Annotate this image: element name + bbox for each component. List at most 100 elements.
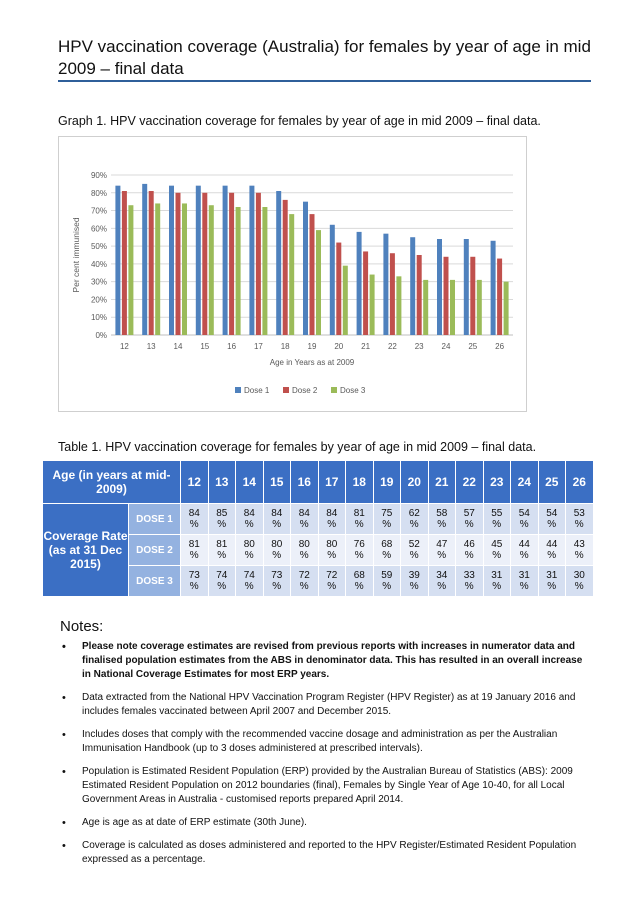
y-tick-label: 10%: [91, 313, 107, 322]
x-tick-label: 17: [254, 342, 263, 351]
y-tick-label: 30%: [91, 278, 107, 287]
table-cell: 44%: [510, 534, 539, 566]
bar-dose-3: [450, 279, 455, 335]
coverage-rate-label: Coverage Rate (as at 31 Dec 2015): [42, 503, 129, 597]
bar-dose-3: [262, 207, 268, 335]
x-tick-label: 15: [200, 342, 209, 351]
y-tick-label: 0%: [95, 331, 107, 340]
legend-swatch: [331, 387, 337, 393]
table-cell: 31%: [510, 565, 539, 597]
table-cell: 59%: [372, 565, 401, 597]
note-item: Age is age as at date of ERP estimate (3…: [60, 816, 590, 830]
table-cell: 44%: [537, 534, 566, 566]
bar-dose-2: [175, 192, 181, 335]
table-cell: 80%: [290, 534, 319, 566]
table-cell: 47%: [427, 534, 456, 566]
bar-dose-1: [169, 185, 174, 335]
table-cell: 68%: [372, 534, 401, 566]
bar-dose-3: [208, 205, 214, 335]
bar-dose-2: [202, 192, 208, 335]
table-cell: 73%: [262, 565, 291, 597]
year-header: 17: [317, 460, 346, 504]
table-cell: 75%: [372, 503, 401, 535]
y-tick-label: 40%: [91, 260, 107, 269]
year-header: 12: [180, 460, 209, 504]
graph-caption: Graph 1. HPV vaccination coverage for fe…: [58, 114, 541, 128]
y-axis-title: Per cent immunised: [71, 217, 81, 292]
coverage-bar-chart: 0% 10% 20% 30% 40% 50% 60% 70% 80% 90% 12 13 14 15 16 1…: [71, 171, 513, 395]
note-item: Includes doses that comply with the reco…: [60, 728, 590, 756]
table-cell: 31%: [537, 565, 566, 597]
table-cell: 39%: [400, 565, 429, 597]
x-tick-label: 12: [120, 342, 129, 351]
year-header: 18: [345, 460, 374, 504]
bar-dose-1: [115, 185, 121, 335]
table-cell: 45%: [482, 534, 511, 566]
x-tick-label: 25: [468, 342, 477, 351]
table-cell: 85%: [207, 503, 236, 535]
page-title: HPV vaccination coverage (Australia) for…: [58, 37, 591, 78]
table-cell: 81%: [207, 534, 236, 566]
age-column-header: Age (in years at mid-2009): [42, 460, 181, 504]
bar-dose-3: [369, 274, 375, 335]
bar-dose-1: [490, 240, 496, 335]
row-label-dose-1: DOSE 1: [128, 503, 181, 535]
bar-dose-3: [128, 205, 134, 335]
row-label-dose-2: DOSE 2: [128, 534, 181, 566]
bar-dose-3: [342, 265, 348, 335]
legend-label: Dose 2: [292, 386, 318, 395]
table-cell: 57%: [455, 503, 484, 535]
bar-dose-1: [463, 239, 469, 335]
bar-dose-1: [383, 233, 389, 335]
x-tick-label: 16: [227, 342, 236, 351]
note-item: Please note coverage estimates are revis…: [60, 640, 590, 682]
bar-dose-1: [249, 185, 255, 335]
table-cell: 58%: [427, 503, 456, 535]
year-header: 26: [565, 460, 594, 504]
table-cell: 84%: [317, 503, 346, 535]
table-cell: 80%: [235, 534, 264, 566]
table-cell: 76%: [345, 534, 374, 566]
bar-dose-2: [363, 251, 369, 335]
x-tick-label: 19: [308, 342, 317, 351]
table-cell: 30%: [565, 565, 594, 597]
table-cell: 34%: [427, 565, 456, 597]
year-header: 13: [207, 460, 236, 504]
table-cell: 84%: [290, 503, 319, 535]
x-tick-label: 14: [174, 342, 183, 351]
year-header: 14: [235, 460, 264, 504]
bar-dose-3: [182, 203, 187, 335]
bar-dose-1: [276, 191, 282, 335]
table-cell: 53%: [565, 503, 594, 535]
bar-dose-3: [476, 279, 482, 335]
bar-dose-1: [410, 237, 416, 335]
x-tick-label: 22: [388, 342, 397, 351]
year-header: 19: [372, 460, 401, 504]
table-caption: Table 1. HPV vaccination coverage for fe…: [58, 440, 537, 454]
x-tick-label: 26: [495, 342, 504, 351]
table-row-dose-2: DOSE 2 81% 81% 80% 80% 80% 80% 76% 68% 5…: [43, 534, 594, 566]
bar-dose-1: [329, 224, 335, 335]
year-header: 21: [427, 460, 456, 504]
table-cell: 54%: [537, 503, 566, 535]
x-tick-label: 18: [281, 342, 290, 351]
y-tick-label: 90%: [91, 171, 107, 180]
note-item: Population is Estimated Resident Populat…: [60, 765, 590, 807]
table-cell: 55%: [482, 503, 511, 535]
bar-dose-3: [289, 214, 295, 335]
bar-dose-2: [282, 199, 288, 335]
legend-swatch: [235, 387, 241, 393]
bar-dose-2: [443, 256, 449, 335]
table-cell: 74%: [235, 565, 264, 597]
table-cell: 43%: [565, 534, 594, 566]
bar-dose-2: [309, 214, 315, 335]
x-tick-label: 20: [334, 342, 343, 351]
table-cell: 72%: [290, 565, 319, 597]
table-cell: 81%: [345, 503, 374, 535]
x-tick-label: 21: [361, 342, 370, 351]
table-row-dose-3: DOSE 3 73% 74% 74% 73% 72% 72% 68% 59% 3…: [43, 565, 594, 597]
bar-dose-1: [195, 185, 201, 335]
table-cell: 74%: [207, 565, 236, 597]
bar-dose-2: [336, 242, 342, 335]
notes-list: Please note coverage estimates are revis…: [60, 640, 590, 876]
